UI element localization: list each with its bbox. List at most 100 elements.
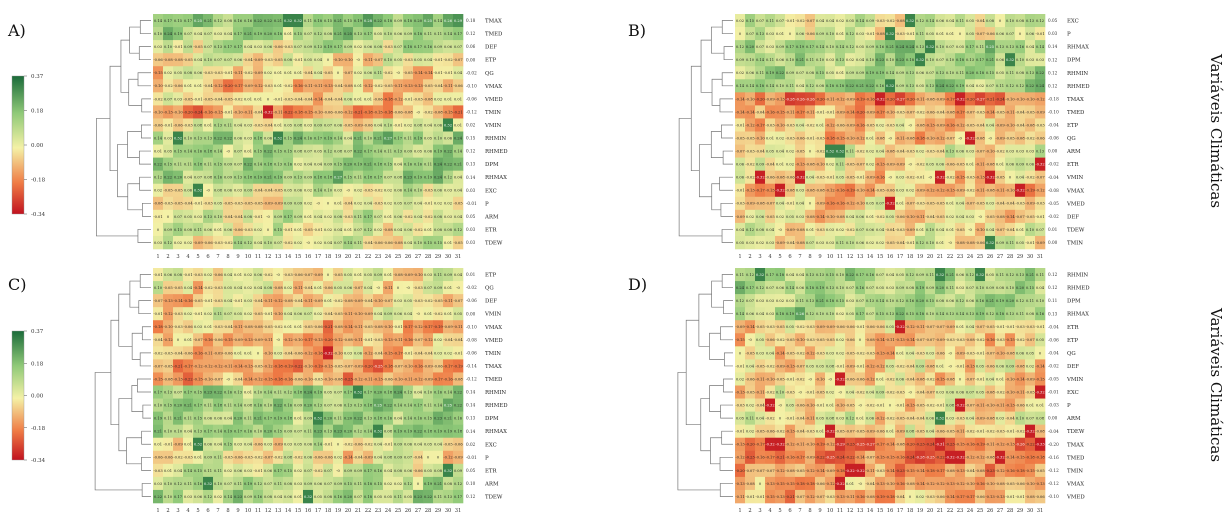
cell-value: -0.03 (213, 71, 223, 75)
cell-value: -0.32 (945, 456, 954, 460)
cell-value: 0.11 (756, 71, 764, 75)
cell-value: 0.13 (836, 58, 845, 62)
cell-value: 0.08 (184, 228, 193, 232)
cell-value: -0.01 (273, 97, 282, 101)
cell-value: -0.05 (885, 241, 895, 245)
x-tick-label: 16 (887, 254, 894, 260)
cell-value: -0.10 (855, 202, 865, 206)
cell-value: -0.02 (765, 417, 774, 421)
cell-value: -0.12 (805, 351, 814, 355)
cell-value: -0.02 (373, 189, 382, 193)
cell-value: 0.01 (294, 495, 302, 499)
cell-value: -0.32 (795, 176, 804, 180)
heatmap-cell (303, 170, 314, 185)
cell-value: -0.05 (845, 163, 855, 167)
cell-value: 0.04 (314, 71, 323, 75)
cell-value: 0.11 (846, 149, 854, 153)
cell-value: -0.17 (965, 495, 975, 499)
cell-value: -0.08 (975, 469, 985, 473)
row-mean-value: -0.16 (1048, 455, 1059, 460)
cell-value: 0.13 (214, 123, 223, 127)
cell-value: -0.11 (453, 325, 462, 329)
heatmap-cell (423, 79, 434, 93)
heatmap-cell (423, 40, 434, 54)
x-tick-label: 27 (997, 254, 1004, 260)
cell-value: 0.04 (806, 176, 815, 180)
cell-value: 0.06 (996, 58, 1005, 62)
cell-value: -0.02 (1025, 176, 1034, 180)
cell-value: -0.13 (925, 123, 935, 127)
cell-value: 0.18 (274, 32, 283, 36)
heatmap-cell (213, 105, 224, 119)
cell-value: -0.11 (273, 110, 282, 114)
cell-value: -0.10 (413, 273, 423, 277)
cell-value: 0.01 (776, 32, 784, 36)
cell-value: -0.19 (453, 364, 463, 368)
cell-value: -0.11 (243, 110, 252, 114)
cell-value: -0.09 (895, 430, 905, 434)
cell-value: -0.10 (975, 228, 985, 232)
cell-value: -0.04 (263, 123, 273, 127)
cell-value: 0.09 (394, 443, 403, 447)
cell-value: -0.14 (1005, 215, 1015, 219)
cell-value: 0.09 (876, 390, 885, 394)
cell-value: 0.03 (444, 189, 453, 193)
cell-value: -0.10 (163, 325, 173, 329)
cell-value: 0.09 (374, 273, 383, 277)
cell-value: -0.04 (283, 351, 293, 355)
dendrogram-link (127, 183, 143, 211)
cell-value: -0.10 (373, 299, 383, 303)
cell-value: 0.11 (164, 417, 172, 421)
cell-value: 0.01 (354, 273, 362, 277)
cell-value: -0.02 (945, 176, 954, 180)
cell-value: 0.05 (1026, 351, 1035, 355)
x-tick-label: 14 (867, 508, 874, 514)
cell-value: -0.11 (985, 443, 994, 447)
heatmap-panel-1: A)0.14 0.17 0.15 0.17 0.25 0.21 0.12 0.08 0.16 0.… (7, 14, 508, 260)
heatmap-cell (413, 183, 424, 198)
cell-value: -0.10 (885, 482, 895, 486)
cell-value: 0.19 (314, 390, 323, 394)
cell-value: -0.06 (935, 495, 945, 499)
row-label: TDEW (485, 240, 503, 246)
cell-value: 0.11 (1036, 273, 1044, 277)
cell-value: 0.22 (274, 403, 282, 407)
cell-value: -0.15 (223, 338, 233, 342)
heatmap-cell (343, 170, 354, 185)
x-tick-label: 8 (808, 254, 811, 260)
cell-value: -0.03 (423, 189, 433, 193)
cell-value: 0.19 (766, 71, 775, 75)
cell-value: -0.05 (243, 202, 253, 206)
cell-value: 0.01 (846, 482, 854, 486)
row-mean-value: -0.04 (1048, 324, 1059, 329)
cell-value: -0.03 (173, 312, 183, 316)
cell-value: 0.05 (424, 136, 433, 140)
cell-value: -0.06 (925, 110, 935, 114)
cell-value: 0.11 (424, 403, 432, 407)
cell-value: -0.04 (905, 417, 915, 421)
x-tick-label: 22 (947, 508, 954, 514)
cell-value: 0.04 (876, 149, 885, 153)
cell-value: 0.14 (254, 163, 263, 167)
cell-value: -0.32 (1035, 163, 1044, 167)
cell-value: 0.05 (1016, 241, 1025, 245)
cell-value: 0.07 (204, 32, 213, 36)
heatmap-cell (263, 157, 274, 171)
cell-value: 0.19 (354, 19, 363, 23)
cell-value: 0.05 (304, 58, 313, 62)
cell-value: 0.06 (364, 45, 373, 49)
cell-value: 0.13 (404, 390, 413, 394)
dendrogram-link (723, 378, 733, 393)
cell-value: -0.04 (915, 417, 925, 421)
cell-value: 0.17 (234, 430, 243, 434)
cell-value: -0.06 (323, 286, 333, 290)
cell-value: 0.02 (314, 241, 322, 245)
cell-value: 0.01 (454, 123, 462, 127)
cell-value: -0.25 (825, 456, 835, 460)
cell-value: 0.15 (224, 443, 233, 447)
row-mean-value: -0.05 (1048, 377, 1059, 382)
cell-value: 0.21 (946, 273, 954, 277)
cell-value: -0.01 (785, 417, 794, 421)
row-mean-value: -0.02 (1048, 364, 1059, 369)
row-label: ETR (1067, 325, 1080, 331)
